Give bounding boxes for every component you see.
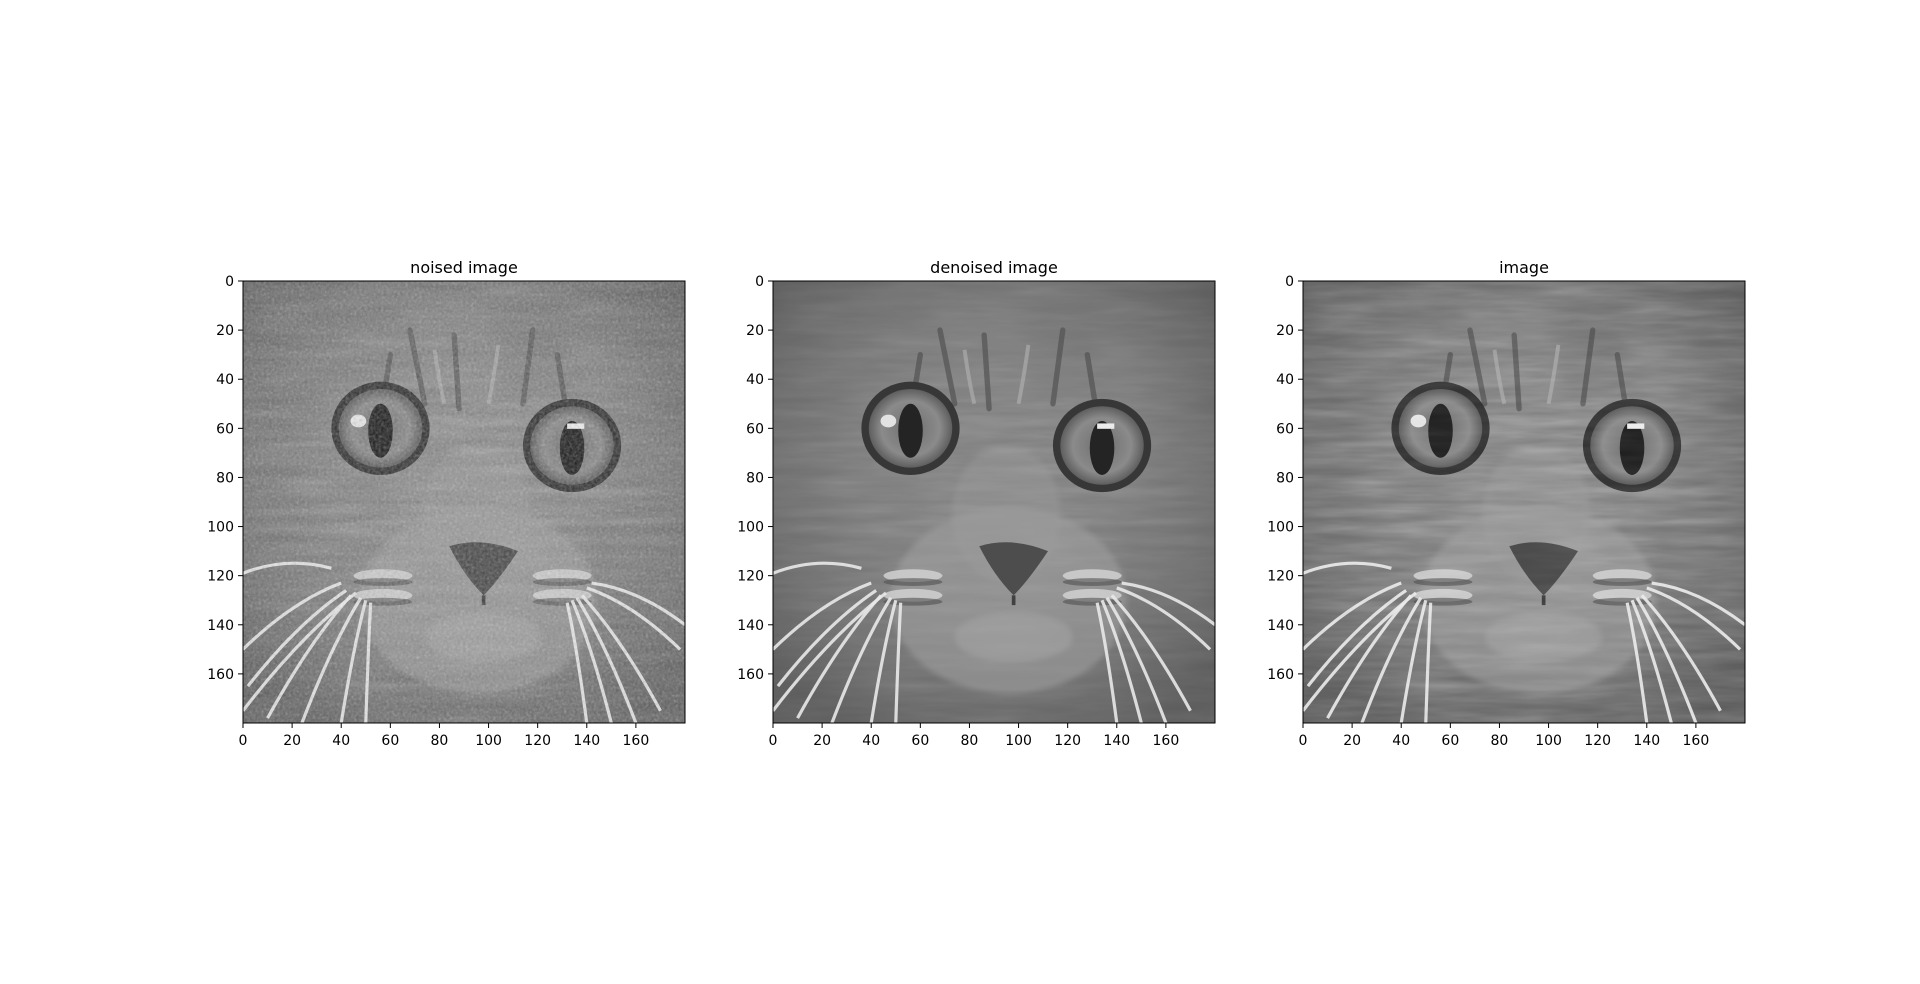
y-tick-label: 100 bbox=[737, 520, 764, 536]
y-tick-label: 20 bbox=[216, 323, 234, 339]
x-tick-label: 120 bbox=[1054, 733, 1081, 749]
x-tick-label: 140 bbox=[573, 733, 600, 749]
y-tick-label: 160 bbox=[1267, 667, 1294, 683]
y-tick-label: 40 bbox=[1276, 372, 1294, 388]
y-tick-label: 160 bbox=[207, 667, 234, 683]
x-tick-label: 0 bbox=[1299, 733, 1308, 749]
y-tick-label: 100 bbox=[1267, 520, 1294, 536]
x-tick-label: 20 bbox=[1343, 733, 1361, 749]
panel-title: image bbox=[1499, 258, 1549, 277]
image-noised bbox=[243, 281, 685, 723]
y-tick-label: 100 bbox=[207, 520, 234, 536]
y-tick-label: 140 bbox=[737, 618, 764, 634]
y-tick-label: 120 bbox=[207, 569, 234, 585]
y-tick-label: 0 bbox=[1285, 274, 1294, 290]
x-tick-label: 160 bbox=[1153, 733, 1180, 749]
panel-title: noised image bbox=[410, 258, 518, 277]
y-tick-label: 60 bbox=[746, 421, 764, 437]
y-tick-label: 80 bbox=[216, 470, 234, 486]
y-tick-label: 0 bbox=[225, 274, 234, 290]
y-tick-label: 60 bbox=[1276, 421, 1294, 437]
x-tick-label: 40 bbox=[1392, 733, 1410, 749]
x-tick-label: 40 bbox=[332, 733, 350, 749]
x-tick-label: 140 bbox=[1633, 733, 1660, 749]
y-tick-label: 120 bbox=[737, 569, 764, 585]
x-tick-label: 60 bbox=[381, 733, 399, 749]
y-tick-label: 140 bbox=[207, 618, 234, 634]
y-tick-label: 40 bbox=[746, 372, 764, 388]
x-tick-label: 80 bbox=[1491, 733, 1509, 749]
x-tick-label: 80 bbox=[961, 733, 979, 749]
x-tick-label: 100 bbox=[1535, 733, 1562, 749]
image-denoised bbox=[773, 281, 1215, 723]
x-tick-label: 20 bbox=[813, 733, 831, 749]
x-tick-label: 100 bbox=[1005, 733, 1032, 749]
x-tick-label: 160 bbox=[1683, 733, 1710, 749]
panel-noised: noised image 0 20 40 60 80 100 120 140 160 0 20 40 60… bbox=[207, 258, 686, 749]
panel-original: image 0 20 40 60 80 100 120 140 160 0 20 40 60 80 100 12… bbox=[1267, 258, 1746, 749]
y-tick-label: 140 bbox=[1267, 618, 1294, 634]
y-tick-label: 40 bbox=[216, 372, 234, 388]
axes-frame bbox=[1302, 280, 1746, 724]
x-tick-label: 60 bbox=[1441, 733, 1459, 749]
x-tick-label: 100 bbox=[475, 733, 502, 749]
x-tick-label: 20 bbox=[283, 733, 301, 749]
x-tick-label: 80 bbox=[431, 733, 449, 749]
x-tick-label: 120 bbox=[1584, 733, 1611, 749]
axes-frame bbox=[242, 280, 686, 724]
panel-denoised: denoised image 0 20 40 60 80 100 120 140 160 0 20 40… bbox=[737, 258, 1216, 749]
x-tick-label: 140 bbox=[1103, 733, 1130, 749]
x-tick-label: 120 bbox=[524, 733, 551, 749]
x-tick-label: 160 bbox=[623, 733, 650, 749]
panel-title: denoised image bbox=[930, 258, 1058, 277]
x-tick-label: 60 bbox=[911, 733, 929, 749]
x-tick-label: 0 bbox=[239, 733, 248, 749]
x-tick-label: 40 bbox=[862, 733, 880, 749]
y-tick-label: 80 bbox=[746, 470, 764, 486]
y-tick-label: 0 bbox=[755, 274, 764, 290]
y-tick-label: 60 bbox=[216, 421, 234, 437]
y-tick-label: 120 bbox=[1267, 569, 1294, 585]
x-tick-label: 0 bbox=[769, 733, 778, 749]
y-tick-label: 20 bbox=[746, 323, 764, 339]
y-tick-label: 80 bbox=[1276, 470, 1294, 486]
y-tick-label: 20 bbox=[1276, 323, 1294, 339]
y-tick-label: 160 bbox=[737, 667, 764, 683]
image-original bbox=[1303, 281, 1745, 723]
axes-frame bbox=[772, 280, 1216, 724]
